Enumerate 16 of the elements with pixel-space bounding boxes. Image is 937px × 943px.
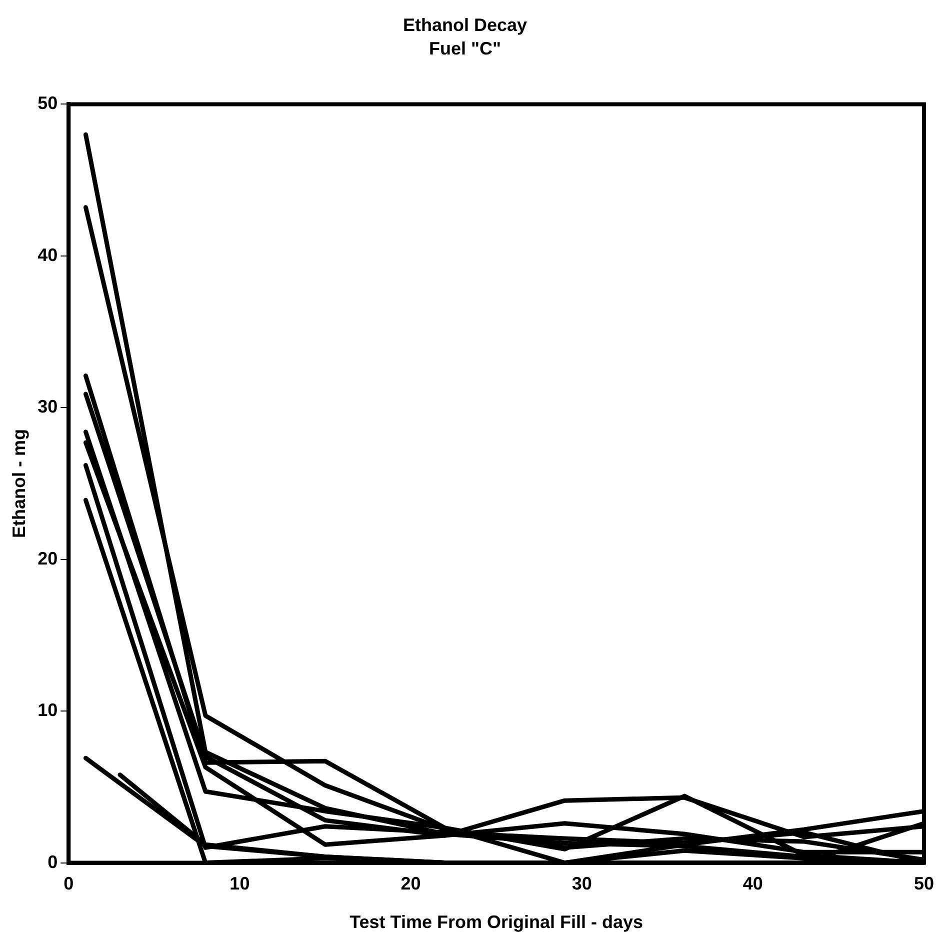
y-tick-label: 10 [38, 700, 58, 720]
y-tick-label: 50 [38, 93, 58, 114]
y-tick-label: 40 [38, 244, 58, 265]
chart-subtitle: Fuel "C" [428, 38, 502, 58]
chart-title: Ethanol Decay [402, 14, 528, 35]
y-tick-label: 0 [48, 852, 58, 872]
x-tick-label: 50 [914, 874, 934, 894]
x-tick-label: 40 [742, 874, 763, 894]
y-tick-label: 20 [38, 548, 58, 568]
x-axis-title: Test Time From Original Fill - days [350, 912, 644, 932]
x-tick-label: 20 [400, 874, 421, 894]
x-tick-label: 0 [64, 874, 74, 894]
y-tick-label: 30 [38, 396, 58, 417]
y-axis-title: Ethanol - mg [8, 429, 29, 538]
x-tick-label: 10 [230, 874, 250, 894]
x-tick-label: 30 [572, 874, 592, 894]
